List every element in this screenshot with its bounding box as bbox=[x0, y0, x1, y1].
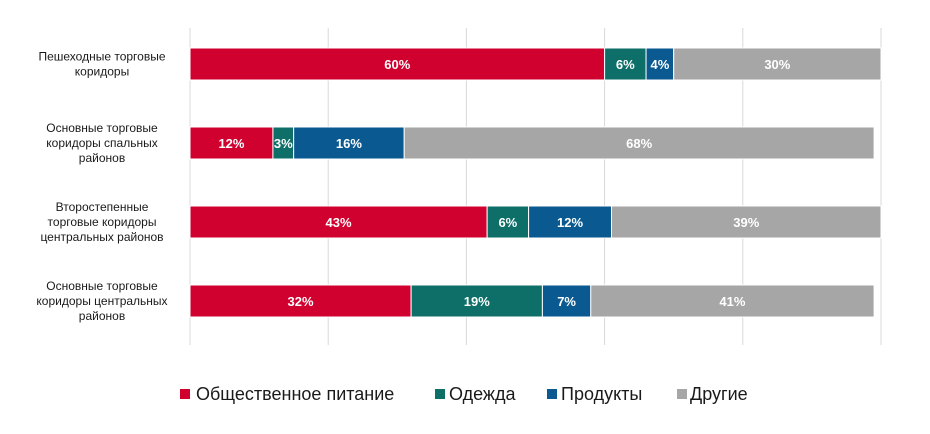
category-label: Пешеходные торговые коридоры bbox=[38, 50, 165, 79]
bar-segment bbox=[293, 126, 405, 160]
data-label: 68% bbox=[626, 136, 652, 151]
legend-swatch bbox=[677, 389, 687, 399]
legend-label: Одежда bbox=[449, 384, 516, 404]
data-label: 7% bbox=[557, 294, 576, 309]
bar-segment bbox=[189, 205, 488, 239]
category-label-line: коридоры bbox=[75, 65, 129, 79]
data-label: 19% bbox=[464, 294, 490, 309]
bar-segment bbox=[486, 205, 530, 239]
data-label: 12% bbox=[218, 136, 244, 151]
data-label: 6% bbox=[616, 57, 635, 72]
category-label-line: Основные торговые bbox=[46, 279, 158, 293]
data-label: 43% bbox=[326, 215, 352, 230]
legend-swatch bbox=[435, 389, 445, 399]
category-label-line: коридоры центральных bbox=[36, 294, 167, 308]
bar-segment bbox=[403, 126, 875, 160]
bar-segment bbox=[189, 126, 274, 160]
legend-label: Общественное питание bbox=[196, 384, 394, 404]
data-label: 12% bbox=[557, 215, 583, 230]
category-labels: Пешеходные торговые коридоры Основные торг… bbox=[36, 50, 167, 324]
category-label: Основные торговые коридоры центральных рай… bbox=[36, 279, 167, 323]
category-label-line: районов bbox=[79, 309, 125, 323]
category-label-line: Основные торговые bbox=[46, 121, 158, 135]
data-label: 41% bbox=[719, 294, 745, 309]
data-label: 39% bbox=[733, 215, 759, 230]
legend: Общественное питание Одежда Продукты Другие bbox=[180, 384, 748, 404]
data-label: 30% bbox=[764, 57, 790, 72]
category-label: Второстепенные торговые коридоры центральн… bbox=[40, 200, 163, 244]
legend-label: Другие bbox=[690, 384, 748, 404]
data-label: 32% bbox=[288, 294, 314, 309]
data-label: 16% bbox=[336, 136, 362, 151]
bar-segment bbox=[673, 47, 882, 81]
legend-label: Продукты bbox=[561, 384, 642, 404]
bar-segment bbox=[611, 205, 882, 239]
data-label: 3% bbox=[274, 136, 293, 151]
category-label: Основные торговые коридоры спальных районо… bbox=[46, 121, 158, 165]
bar-segment bbox=[590, 284, 875, 318]
bar-segment bbox=[410, 284, 543, 318]
legend-swatch bbox=[180, 389, 190, 399]
category-label-line: коридоры спальных bbox=[46, 136, 157, 150]
category-label-line: торговые коридоры bbox=[48, 215, 157, 229]
data-label: 60% bbox=[384, 57, 410, 72]
data-label: 4% bbox=[650, 57, 669, 72]
category-label-line: районов bbox=[79, 151, 125, 165]
legend-swatch bbox=[547, 389, 557, 399]
category-label-line: Пешеходные торговые bbox=[38, 50, 165, 64]
category-label-line: Второстепенные bbox=[56, 200, 149, 214]
bars: 60% 6% 4% 30% 12% 3% 16% 68% 43% 6% 12% 39% 32% 19% 7%… bbox=[189, 47, 882, 318]
category-label-line: центральных районов bbox=[40, 230, 163, 244]
bar-segment bbox=[189, 47, 606, 81]
bar-segment bbox=[528, 205, 613, 239]
data-label: 6% bbox=[498, 215, 517, 230]
